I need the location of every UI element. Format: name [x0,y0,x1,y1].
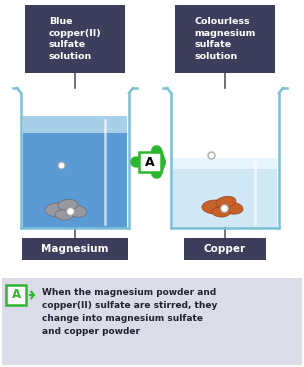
Text: A: A [12,288,21,302]
Ellipse shape [45,203,71,217]
Ellipse shape [212,207,230,217]
FancyBboxPatch shape [6,285,26,305]
Ellipse shape [216,196,236,208]
FancyBboxPatch shape [2,278,302,365]
FancyBboxPatch shape [25,5,125,73]
Ellipse shape [202,200,230,214]
Bar [23,116,127,133]
Ellipse shape [65,205,87,217]
Text: When the magnesium powder and
copper(II) sulfate are stirred, they
change into m: When the magnesium powder and copper(II)… [42,288,217,335]
Bar [173,158,277,168]
Text: Magnesium: Magnesium [41,244,109,254]
Text: Blue
copper(II)
sulfate
solution: Blue copper(II) sulfate solution [49,17,101,61]
FancyBboxPatch shape [22,238,128,260]
FancyBboxPatch shape [175,5,275,73]
Ellipse shape [221,202,243,214]
Ellipse shape [55,210,73,220]
Bar [173,168,277,228]
FancyBboxPatch shape [184,238,266,260]
Ellipse shape [58,199,78,211]
FancyBboxPatch shape [139,152,161,172]
Text: Colourless
magnesium
sulfate
solution: Colourless magnesium sulfate solution [194,17,256,61]
Text: Copper: Copper [204,244,246,254]
Text: A: A [145,156,155,168]
Bar [23,133,127,228]
